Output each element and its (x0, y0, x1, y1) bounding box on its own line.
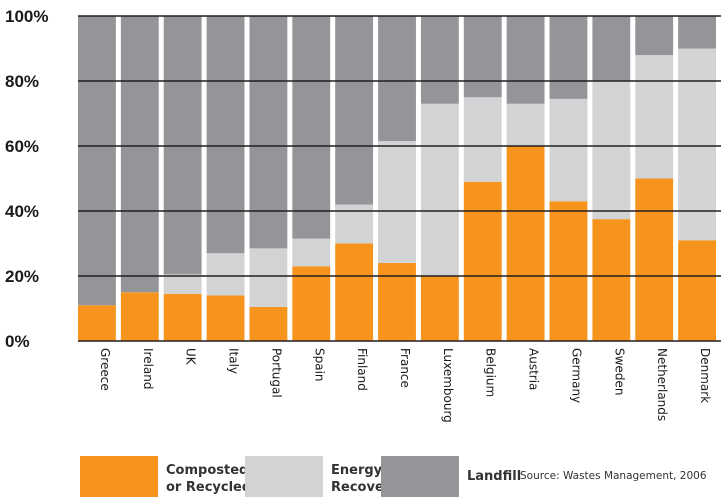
bar-belgium-series-1 (463, 181, 502, 341)
gridlines-layer (78, 15, 721, 342)
x-tick-label: Finland (355, 348, 369, 391)
legend-label-landfill: Landfill (467, 469, 522, 484)
bar-denmark-series-3 (678, 16, 716, 49)
bar-belgium-series-2 (463, 97, 502, 182)
x-tick-label: Belgium (484, 348, 498, 397)
bar-france-series-1 (378, 263, 416, 341)
bar-italy-series-1 (206, 295, 245, 341)
bar-ireland-series-1 (120, 292, 159, 341)
bar-luxembourg-series-2 (420, 103, 459, 276)
bar-austria-series-1 (506, 146, 545, 341)
x-tick-label: Spain (312, 348, 326, 382)
bar-portugal-series-3 (249, 16, 288, 249)
source-note: Source: Wastes Management, 2006 (520, 470, 707, 482)
bar-spain-series-3 (292, 16, 331, 239)
stacked-bar-chart: 0% 20% 40% 60% 80% 100% Greece Ireland UK Italy P… (5, 7, 721, 423)
x-axis-ticks: Greece Ireland UK Italy Portugal Spain Finland… (98, 348, 712, 423)
bar-austria-series-2 (506, 103, 545, 146)
x-tick-label: France (398, 348, 412, 388)
bar-finland-series-1 (335, 243, 374, 341)
bar-netherlands-series-2 (635, 55, 674, 179)
bar-portugal-series-1 (249, 306, 288, 342)
bar-greece-series-3 (78, 16, 116, 306)
bar-luxembourg-series-1 (420, 276, 459, 341)
bar-ireland-series-3 (120, 16, 159, 293)
x-tick-label: Sweden (612, 348, 626, 395)
bar-netherlands-series-1 (635, 178, 674, 341)
bar-denmark-series-1 (678, 240, 716, 341)
bar-spain-series-1 (292, 266, 331, 341)
bar-sweden-series-3 (592, 16, 631, 81)
bar-spain-series-2 (292, 238, 331, 267)
y-tick-label: 60% (5, 137, 39, 156)
bar-italy-series-2 (206, 253, 245, 296)
bar-sweden-series-1 (592, 219, 631, 342)
x-tick-label: Germany (570, 348, 584, 403)
bar-uk-series-3 (163, 16, 202, 275)
bar-greece-series-1 (78, 305, 116, 341)
y-tick-label: 80% (5, 72, 39, 91)
bar-belgium-series-3 (463, 16, 502, 98)
bar-france-series-2 (378, 141, 416, 264)
y-tick-label: 100% (5, 7, 48, 26)
x-tick-label: Austria (527, 348, 541, 390)
y-tick-label: 20% (5, 267, 39, 286)
y-tick-label: 0% (5, 332, 30, 351)
legend-swatch-energy (245, 456, 323, 497)
x-tick-label: Denmark (698, 348, 712, 403)
bar-luxembourg-series-3 (420, 16, 459, 104)
x-tick-label: Luxembourg (441, 348, 455, 423)
y-axis-ticks: 0% 20% 40% 60% 80% 100% (5, 7, 48, 351)
x-tick-label: Greece (98, 348, 112, 391)
bar-netherlands-series-3 (635, 16, 674, 55)
x-tick-label: Portugal (269, 348, 283, 398)
x-tick-label: Italy (227, 348, 241, 374)
bar-germany-series-3 (549, 16, 588, 99)
x-tick-label: UK (184, 348, 198, 366)
bar-uk-series-1 (163, 293, 202, 342)
bar-france-series-3 (378, 16, 416, 142)
bar-uk-series-2 (163, 274, 202, 294)
legend-swatch-landfill (381, 456, 459, 497)
legend-swatch-composted (80, 456, 158, 497)
bar-italy-series-3 (206, 16, 245, 254)
bar-portugal-series-2 (249, 248, 288, 307)
bar-sweden-series-2 (592, 81, 631, 220)
x-tick-label: Netherlands (655, 348, 669, 421)
bar-germany-series-2 (549, 98, 588, 202)
bar-austria-series-3 (506, 16, 545, 104)
legend-item-composted: Composted or Recycled (80, 456, 251, 497)
y-tick-label: 40% (5, 202, 39, 221)
bar-germany-series-1 (549, 201, 588, 341)
x-tick-label: Ireland (141, 348, 155, 390)
bars-layer (78, 16, 716, 342)
legend-item-energy: Energy Recovery (245, 456, 399, 497)
bar-finland-series-3 (335, 16, 374, 205)
legend-item-landfill: Landfill (381, 456, 521, 497)
legend-label-composted: Composted or Recycled (166, 463, 252, 495)
